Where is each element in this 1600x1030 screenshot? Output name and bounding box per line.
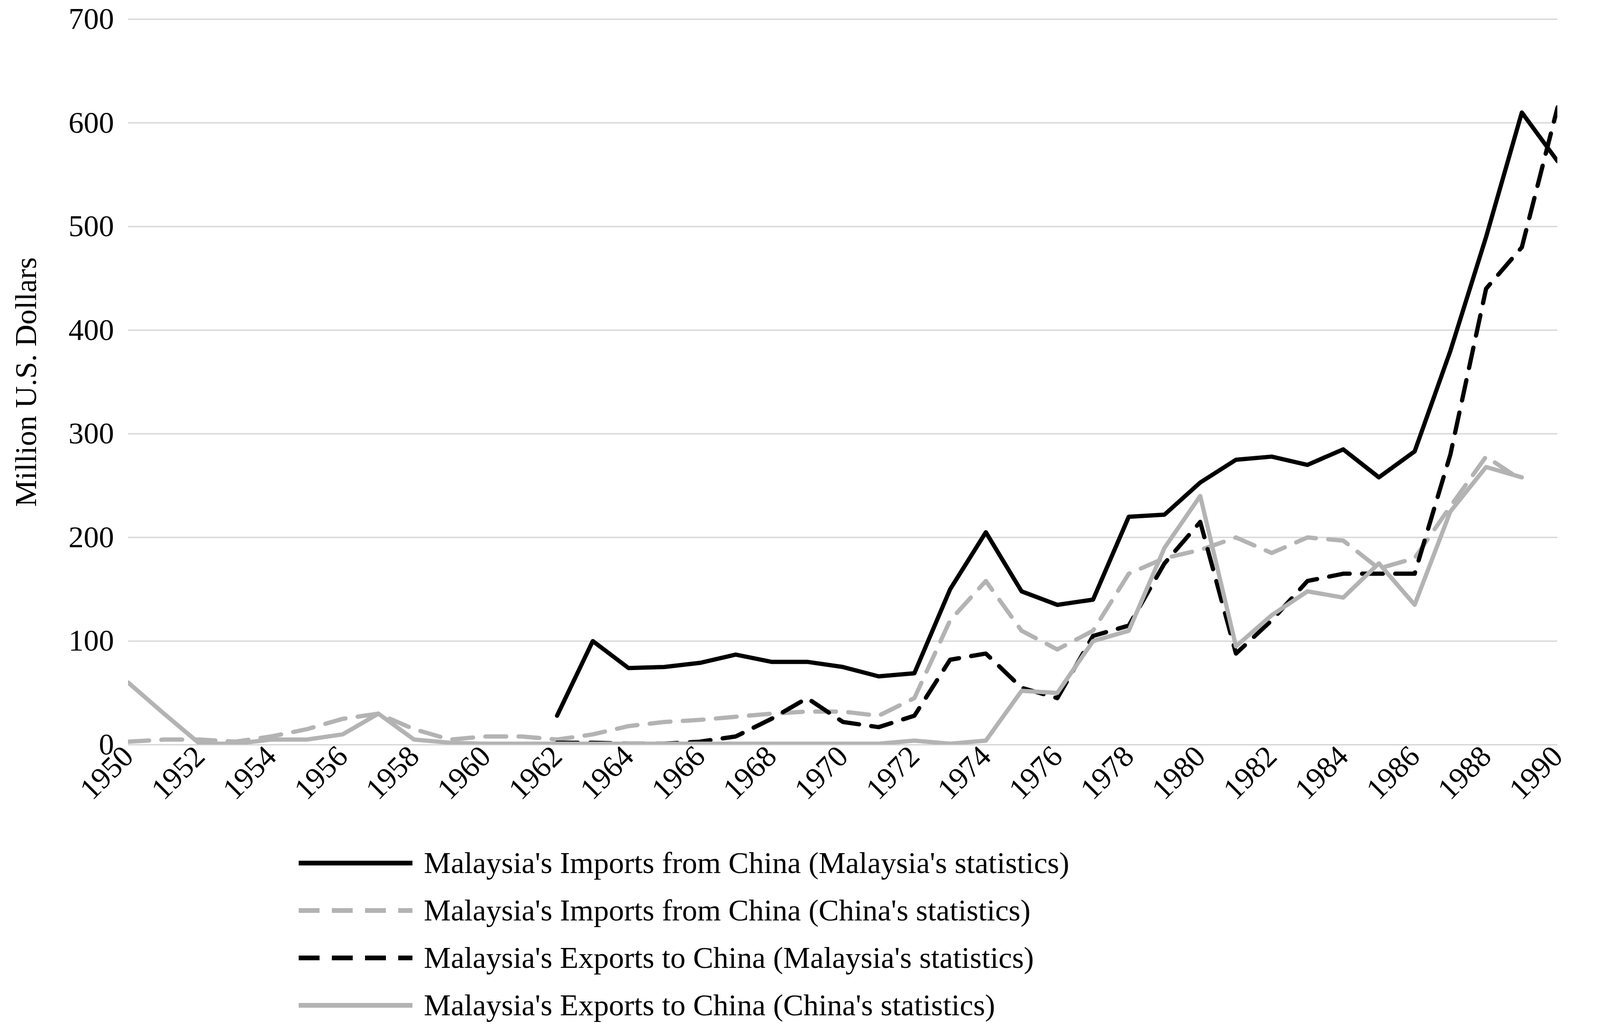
svg-text:1984: 1984: [1288, 739, 1355, 806]
svg-text:700: 700: [68, 1, 115, 36]
html-text:Malaysia's Imports from China: Malaysia's Imports from China (China's s…: [423, 893, 1031, 927]
svg-text:1986: 1986: [1359, 739, 1427, 806]
svg-text:1958: 1958: [358, 739, 426, 806]
svg-text:1950: 1950: [73, 739, 140, 806]
svg-text:200: 200: [68, 520, 115, 554]
svg-text:1988: 1988: [1430, 739, 1498, 806]
html-text:Malaysia's Imports from China: Malaysia's Imports from China (Malaysia'…: [423, 845, 1070, 880]
svg-text:1966: 1966: [644, 739, 712, 806]
svg-text:500: 500: [68, 209, 115, 243]
svg-text:1964: 1964: [573, 739, 640, 806]
svg-text:1976: 1976: [1002, 739, 1070, 806]
svg-text:400: 400: [68, 312, 115, 347]
svg-text:1970: 1970: [787, 739, 855, 806]
html-text:Malaysia's Exports to China (C: Malaysia's Exports to China (China's sta…: [423, 987, 996, 1022]
svg-text:1952: 1952: [144, 739, 212, 806]
svg-text:1974: 1974: [930, 739, 998, 806]
svg-text:1956: 1956: [287, 739, 355, 806]
svg-text:1954: 1954: [216, 739, 284, 806]
svg-text:300: 300: [68, 416, 115, 450]
html-text:Malaysia's Exports to China (M: Malaysia's Exports to China (Malaysia's …: [423, 940, 1034, 975]
svg-text:1960: 1960: [430, 739, 498, 806]
svg-text:1972: 1972: [859, 739, 926, 806]
svg-text:1968: 1968: [716, 739, 784, 806]
svg-text:1990: 1990: [1502, 739, 1570, 806]
svg-text:1982: 1982: [1216, 739, 1284, 806]
svg-text:100: 100: [68, 623, 115, 658]
svg-text:1962: 1962: [502, 739, 569, 806]
svg-text:1980: 1980: [1144, 739, 1212, 806]
svg-text:Million U.S. Dollars: Million U.S. Dollars: [9, 256, 43, 507]
svg-text:600: 600: [68, 105, 115, 140]
svg-text:1978: 1978: [1073, 739, 1141, 806]
